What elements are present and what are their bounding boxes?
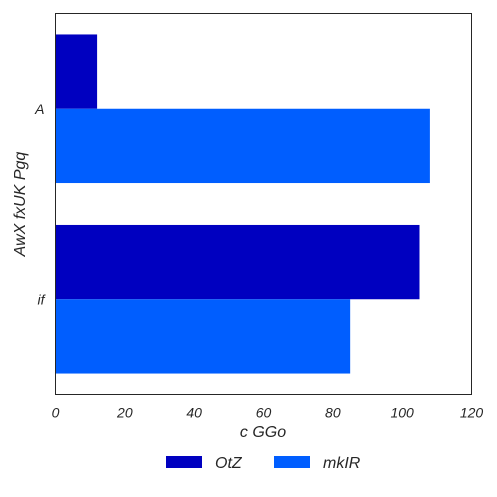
bar-mkIR-if bbox=[55, 299, 351, 374]
x-axis-ticks: 0 20 40 60 80 100 120 bbox=[52, 405, 484, 421]
x-tick-label: 120 bbox=[460, 405, 484, 421]
legend: OtZ mkIR bbox=[166, 455, 361, 472]
y-tick-label: if bbox=[38, 291, 47, 307]
x-tick-label: 40 bbox=[186, 405, 202, 421]
bar-OtZ-A bbox=[55, 34, 98, 109]
bar-OtZ-if bbox=[55, 224, 420, 300]
legend-swatch-OtZ bbox=[166, 456, 202, 468]
x-axis-label: c GGo bbox=[240, 424, 286, 441]
bar-mkIR-A bbox=[55, 108, 430, 184]
plot-frame bbox=[55, 13, 472, 395]
legend-swatch-mkIR bbox=[274, 456, 310, 468]
x-tick-label: 20 bbox=[116, 405, 133, 421]
y-axis-ticks: Aif bbox=[34, 101, 46, 308]
x-tick-label: 0 bbox=[52, 405, 60, 421]
legend-label-OtZ: OtZ bbox=[215, 455, 243, 472]
legend-label-mkIR: mkIR bbox=[323, 455, 361, 472]
x-tick-label: 80 bbox=[325, 405, 341, 421]
x-tick-label: 100 bbox=[390, 405, 414, 421]
y-tick-label: A bbox=[34, 101, 44, 117]
bars-group bbox=[55, 34, 430, 374]
x-tick-label: 60 bbox=[256, 405, 272, 421]
y-axis-label: AwX fxUK Pgq bbox=[12, 152, 29, 258]
